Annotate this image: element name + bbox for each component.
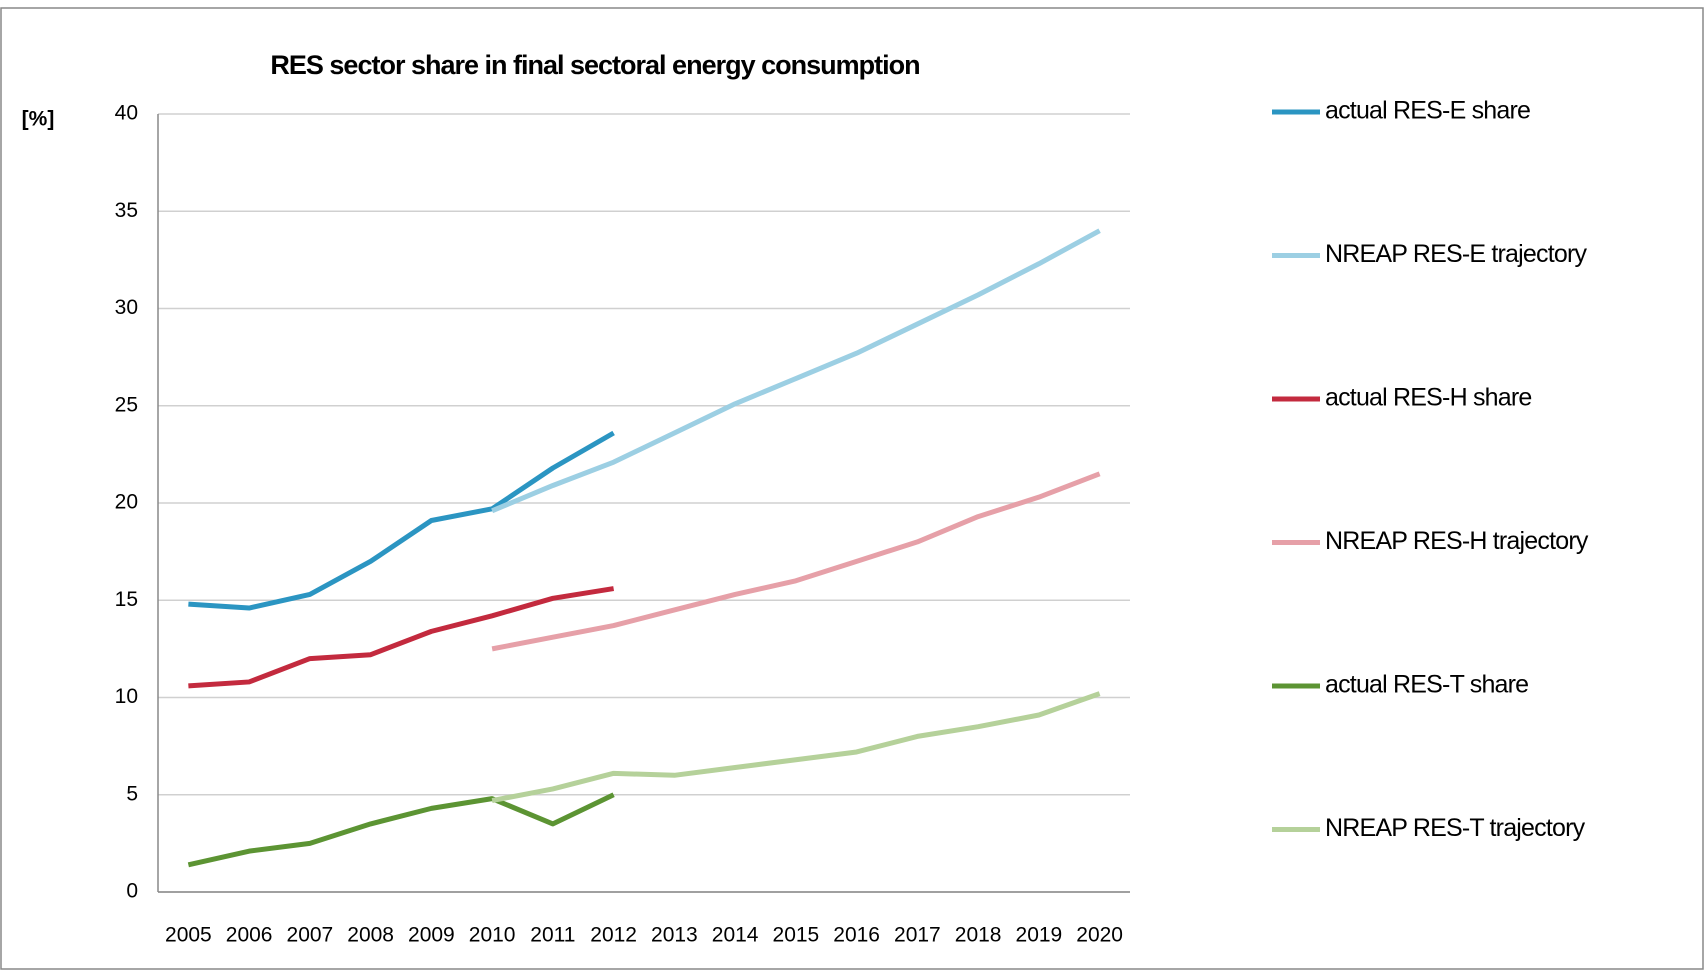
series-line: [188, 430, 615, 611]
x-tick-label: 2017: [894, 924, 941, 947]
x-tick-label: 2010: [469, 924, 516, 947]
x-tick-label: 2016: [833, 924, 880, 947]
x-tick-label: 2006: [226, 924, 273, 947]
y-tick-label: 30: [115, 296, 138, 319]
x-tick-label: 2011: [530, 924, 575, 947]
x-tick-label: 2009: [408, 924, 455, 947]
x-tick-label: 2015: [773, 924, 820, 947]
legend-label: NREAP RES-T trajectory: [1325, 814, 1586, 842]
series-line: [187, 792, 615, 868]
x-tick-label: 2005: [165, 924, 212, 947]
y-tick-label: 0: [126, 880, 138, 903]
x-tick-label: 2014: [712, 924, 759, 947]
chart-title: RES sector share in final sectoral energ…: [270, 50, 919, 80]
x-tick-label: 2018: [955, 924, 1002, 947]
x-tick-label: 2013: [651, 924, 698, 947]
legend-label: actual RES-H share: [1325, 384, 1532, 412]
y-tick-label: 40: [115, 102, 138, 125]
y-tick-label: 15: [115, 588, 138, 611]
legend-label: actual RES-T share: [1325, 671, 1528, 699]
y-tick-label: 10: [115, 685, 138, 708]
series-line: [491, 691, 1101, 804]
y-tick-label: 5: [126, 782, 138, 805]
x-tick-label: 2020: [1076, 924, 1123, 947]
x-tick-label: 2007: [287, 924, 334, 947]
legend-label: actual RES-E share: [1325, 97, 1530, 125]
y-tick-label: 35: [115, 199, 138, 222]
x-tick-label: 2008: [347, 924, 394, 947]
legend-label: NREAP RES-E trajectory: [1325, 240, 1587, 268]
series-line: [491, 228, 1101, 514]
y-axis-label: [%]: [22, 108, 55, 131]
legend-label: NREAP RES-H trajectory: [1325, 527, 1589, 555]
y-tick-label: 20: [115, 491, 138, 514]
y-tick-label: 25: [115, 393, 138, 416]
chart-border: [0, 7, 1704, 970]
series-line: [491, 471, 1101, 652]
x-tick-label: 2019: [1016, 924, 1063, 947]
series-line: [188, 586, 615, 689]
x-tick-label: 2012: [590, 924, 637, 947]
